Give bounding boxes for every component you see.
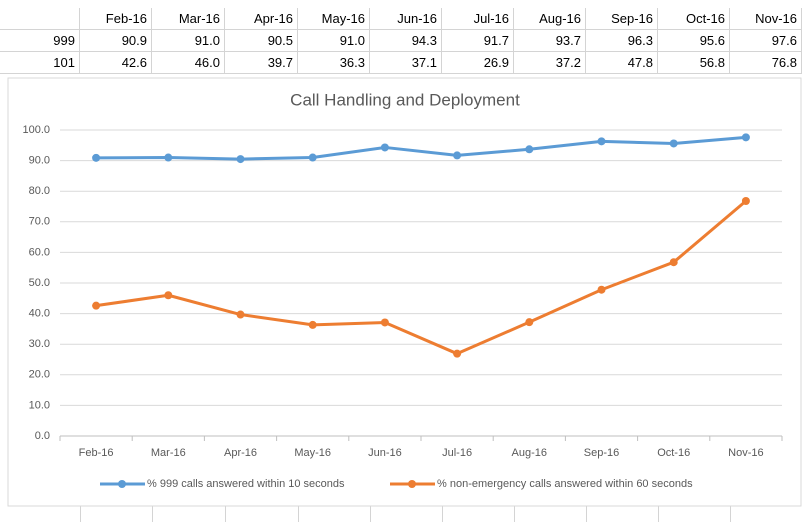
table-cell: 93.7 <box>514 30 586 52</box>
x-tick-label: Feb-16 <box>79 447 114 459</box>
header-corner <box>0 8 80 30</box>
y-tick-label: 10.0 <box>29 399 50 411</box>
legend-label: % non-emergency calls answered within 60… <box>437 478 693 490</box>
column-header: Apr-16 <box>225 8 298 30</box>
data-point <box>164 153 173 162</box>
column-header: May-16 <box>298 8 370 30</box>
cell-border <box>370 506 371 522</box>
table-cell: 94.3 <box>370 30 442 52</box>
row-label: 999 <box>0 30 80 52</box>
series-line <box>95 199 747 356</box>
y-tick-label: 80.0 <box>29 185 50 197</box>
row-label: 101 <box>0 52 80 74</box>
x-tick-label: Sep-16 <box>584 447 619 459</box>
data-point <box>741 196 750 205</box>
table-cell: 95.6 <box>658 30 730 52</box>
data-point <box>380 318 389 327</box>
series-line <box>96 135 747 161</box>
table-cell: 26.9 <box>442 52 514 74</box>
table-cell: 91.7 <box>442 30 514 52</box>
data-point <box>597 137 606 146</box>
data-point <box>669 258 678 267</box>
cell-border <box>152 506 153 522</box>
cell-border <box>298 506 299 522</box>
cell-border <box>514 506 515 522</box>
table-cell: 46.0 <box>152 52 225 74</box>
data-point <box>453 349 462 358</box>
table-cell: 91.0 <box>298 30 370 52</box>
y-tick-label: 30.0 <box>29 338 50 350</box>
table-cell: 56.8 <box>658 52 730 74</box>
data-point <box>669 139 678 148</box>
cell-border <box>658 506 659 522</box>
y-tick-label: 70.0 <box>29 216 50 228</box>
cell-border <box>442 506 443 522</box>
data-point <box>308 320 317 329</box>
table-cell: 36.3 <box>298 52 370 74</box>
y-tick-label: 100.0 <box>22 124 50 136</box>
x-tick-label: Jun-16 <box>368 447 402 459</box>
table-cell: 42.6 <box>80 52 152 74</box>
y-tick-label: 90.0 <box>29 155 50 167</box>
cell-border <box>730 506 731 522</box>
table-cell: 37.2 <box>514 52 586 74</box>
data-point <box>236 310 245 319</box>
data-point <box>308 153 317 162</box>
column-header: Aug-16 <box>514 8 586 30</box>
x-tick-label: Mar-16 <box>151 447 186 459</box>
data-point <box>597 285 606 294</box>
table-cell: 91.0 <box>152 30 225 52</box>
legend-marker <box>118 480 126 488</box>
column-header: Oct-16 <box>658 8 730 30</box>
column-header: Feb-16 <box>80 8 152 30</box>
table-cell: 47.8 <box>586 52 658 74</box>
data-point <box>92 153 101 162</box>
x-tick-label: Oct-16 <box>657 447 690 459</box>
x-tick-label: Aug-16 <box>512 447 547 459</box>
data-point <box>741 133 750 142</box>
column-header: Mar-16 <box>152 8 225 30</box>
table-cell: 39.7 <box>225 52 298 74</box>
data-point <box>453 151 462 160</box>
x-tick-label: May-16 <box>294 447 331 459</box>
data-point <box>525 318 534 327</box>
y-tick-label: 60.0 <box>29 246 50 258</box>
y-tick-label: 20.0 <box>29 369 50 381</box>
legend-marker <box>408 480 416 488</box>
y-tick-label: 50.0 <box>29 277 50 289</box>
legend-label: % 999 calls answered within 10 seconds <box>147 478 345 490</box>
table-cell: 96.3 <box>586 30 658 52</box>
data-point <box>164 291 173 300</box>
y-tick-label: 0.0 <box>35 430 50 442</box>
data-point <box>236 155 245 164</box>
column-header: Jun-16 <box>370 8 442 30</box>
y-tick-label: 40.0 <box>29 308 50 320</box>
data-point <box>92 301 101 310</box>
x-tick-label: Apr-16 <box>224 447 257 459</box>
cell-border <box>80 506 81 522</box>
chart-title: Call Handling and Deployment <box>290 90 520 109</box>
cell-border <box>586 506 587 522</box>
table-cell: 90.9 <box>80 30 152 52</box>
column-header: Sep-16 <box>586 8 658 30</box>
cell-border <box>225 506 226 522</box>
x-tick-label: Nov-16 <box>728 447 763 459</box>
data-point <box>380 143 389 152</box>
data-point <box>525 145 534 154</box>
table-cell: 37.1 <box>370 52 442 74</box>
x-tick-label: Jul-16 <box>442 447 472 459</box>
table-cell: 90.5 <box>225 30 298 52</box>
column-header: Jul-16 <box>442 8 514 30</box>
